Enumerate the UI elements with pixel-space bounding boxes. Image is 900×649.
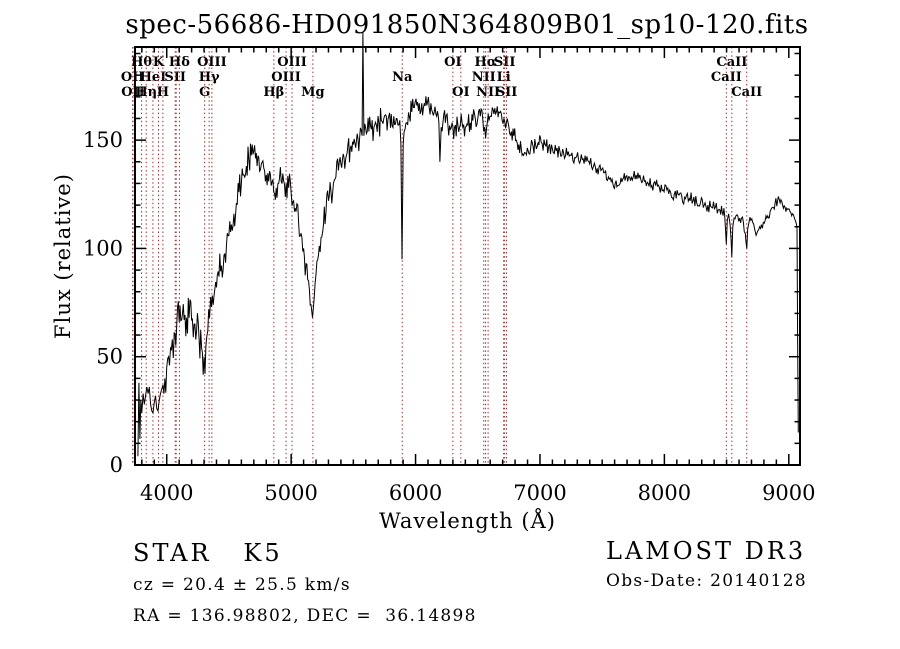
spectral-line-label: OIII: [277, 55, 307, 70]
y-axis-tick-label: 50: [96, 345, 123, 369]
object-class-text: STAR K5: [133, 539, 283, 567]
spectral-line-label: Mg: [301, 85, 324, 100]
spectral-line-label: K: [153, 55, 165, 70]
x-axis-title: Wavelength (Å): [379, 508, 556, 533]
x-axis-tick-label: 5000: [264, 481, 317, 505]
ra-dec-text: RA = 136.98802, DEC = 36.14898: [133, 606, 477, 626]
spectral-line-label: HeI: [140, 70, 167, 85]
x-axis-tick-label: 6000: [389, 481, 442, 505]
spectral-line-label: SII: [496, 85, 518, 100]
spectral-line-label: Hθ: [131, 55, 152, 70]
x-axis-tick-label: 8000: [638, 481, 691, 505]
chart-title: spec-56686-HD091850N364809B01_sp10-120.f…: [125, 10, 808, 40]
spectral-line-label: OI: [452, 85, 469, 100]
spectral-line-label: NII: [472, 70, 496, 85]
survey-release-text: LAMOST DR3: [606, 537, 807, 565]
spectral-line-label: Hβ: [263, 85, 284, 100]
spectral-line-label: H: [157, 85, 169, 100]
spectral-line-label: NII: [476, 85, 500, 100]
radial-velocity-text: cz = 20.4 ± 25.5 km/s: [133, 575, 351, 595]
y-axis-title: Flux (relative): [51, 173, 75, 339]
spectral-line-label: Hη: [135, 85, 157, 100]
obs-date-text: Obs-Date: 20140128: [606, 571, 808, 591]
spectral-line-label: CaII: [711, 70, 742, 85]
spectrum-trace-layer: [137, 31, 799, 457]
spectral-line-label: OI: [444, 55, 461, 70]
spectral-line-label: Hα: [474, 55, 496, 70]
plot-frame: [134, 46, 801, 466]
spectral-line-label: Hδ: [169, 55, 190, 70]
spectral-line-label: OII: [121, 70, 145, 85]
spectral-line-label: Na: [392, 70, 413, 85]
spectral-line-label: OIII: [197, 55, 227, 70]
y-axis-tick-label: 150: [83, 128, 123, 152]
spectral-line-label: G: [199, 85, 210, 100]
spectral-line-label: CaII: [716, 55, 747, 70]
spectral-line-label: Li: [497, 70, 511, 85]
spectral-line-label: Hγ: [199, 70, 220, 85]
plot-axes: 4000 5000 6000 7000 8000 9000 0 50 100 150 Wavelen…: [51, 46, 816, 533]
spectral-line-label: OIII: [271, 70, 301, 85]
x-axis-tick-label: 9000: [762, 481, 815, 505]
spectral-line-label: CaII: [731, 85, 762, 100]
y-axis-tick-label: 100: [83, 236, 123, 260]
spectrum-line: [137, 31, 799, 457]
x-axis-tick-label: 7000: [513, 481, 566, 505]
spectral-line-markers: OIIOIIHθHηHeIKHSIIHδGHγOIIIHβOIIIOIIIMgN…: [121, 47, 762, 465]
spectral-line-label: SII: [164, 70, 186, 85]
spectral-line-label: SII: [494, 55, 516, 70]
y-axis-tick-label: 0: [110, 453, 123, 477]
x-axis-tick-label: 4000: [140, 481, 193, 505]
